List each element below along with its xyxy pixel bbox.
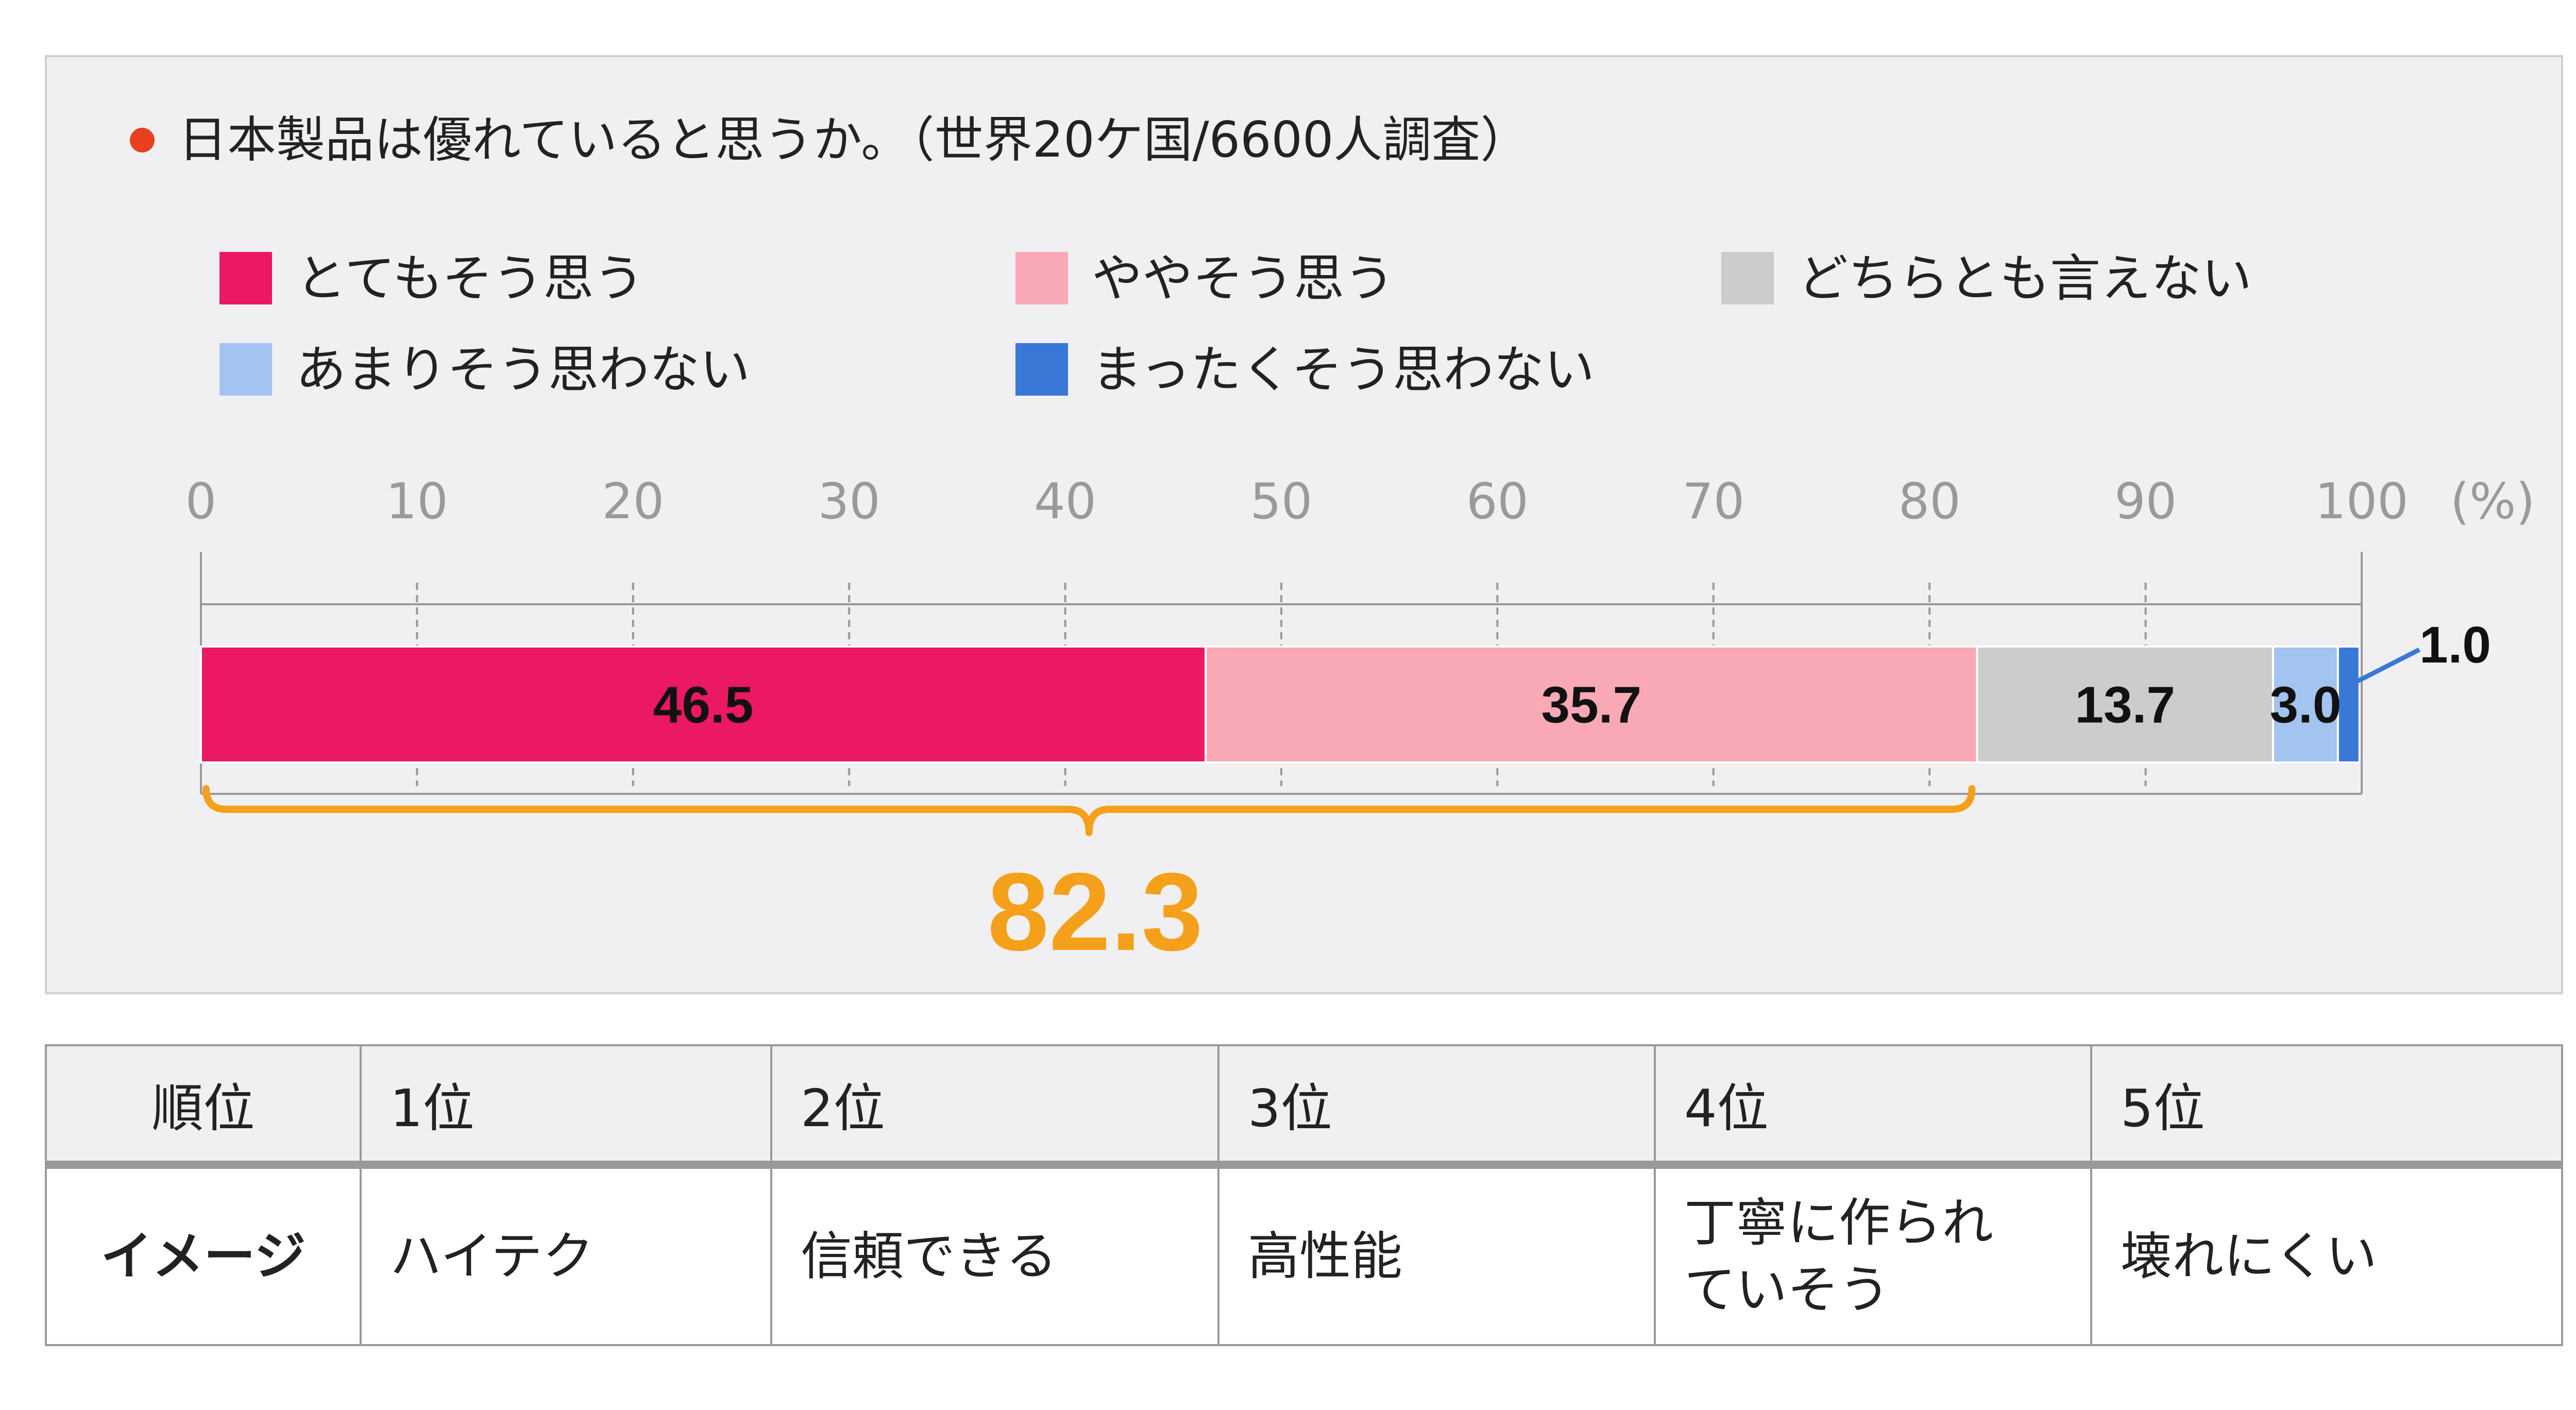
image-text: 高性能 <box>1248 1226 1402 1286</box>
x-tick-label: 100 <box>2315 473 2408 530</box>
bar-segment-2 <box>1205 645 1978 763</box>
bar-segment-5 <box>2336 645 2361 763</box>
data-label-1: 46.5 <box>653 676 754 734</box>
legend-label-5: まったくそう思わない <box>1092 341 1595 399</box>
image-cell: ハイテク <box>360 1164 772 1346</box>
rank-cell: 1位 <box>360 1044 772 1169</box>
legend-swatch-4 <box>219 343 272 396</box>
x-tick-label: 80 <box>1899 473 1961 530</box>
image-header-cell: イメージ <box>45 1164 362 1346</box>
image-text: 丁寧に作られ <box>1684 1193 1993 1253</box>
x-tick-label: 40 <box>1034 473 1096 530</box>
image-cell: 壊れにくい <box>2090 1164 2563 1346</box>
x-tick-label: 20 <box>602 473 664 530</box>
legend-label-3: どちらとも言えない <box>1798 249 2252 308</box>
title-bullet-icon <box>130 128 155 152</box>
x-tick-label: 90 <box>2114 473 2177 530</box>
chart-title: 日本製品は優れていると思うか。（世界20ケ国/6600人調査） <box>178 112 1529 168</box>
stacked-bar-chart: 日本製品は優れていると思うか。（世界20ケ国/6600人調査） とてもそう思う やや… <box>130 112 2535 974</box>
legend-label-1: とてもそう思う <box>296 249 644 308</box>
legend-label-4: あまりそう思わない <box>296 341 750 399</box>
data-label-5: 1.0 <box>2419 616 2491 674</box>
data-label-2: 35.7 <box>1541 676 1642 734</box>
image-text: 壊れにくい <box>2121 1226 2377 1286</box>
x-tick-label: 60 <box>1466 473 1529 530</box>
image-text: ハイテク <box>390 1226 594 1286</box>
image-text: ていそう <box>1684 1260 1890 1320</box>
data-label-3: 13.7 <box>2075 676 2175 734</box>
image-text: 信頼できる <box>801 1226 1057 1286</box>
legend-swatch-1 <box>219 252 272 304</box>
rank-cell: 5位 <box>2090 1044 2563 1169</box>
chart-panel: 日本製品は優れていると思うか。（世界20ケ国/6600人調査） とてもそう思う やや… <box>45 55 2563 994</box>
x-tick-label: 10 <box>386 473 448 530</box>
rank-cell: 3位 <box>1217 1044 1656 1169</box>
x-tick-label: 50 <box>1250 473 1313 530</box>
legend-swatch-5 <box>1015 343 1068 396</box>
rank-header-cell: 順位 <box>45 1044 362 1169</box>
total-label: 82.3 <box>988 850 1203 974</box>
legend-swatch-2 <box>1015 252 1068 304</box>
x-tick-label: 0 <box>185 473 216 530</box>
ranking-table: 順位 1位 2位 3位 4位 5位 イメージ ハイテク 信頼できる 高性能 丁寧… <box>45 1044 2563 1346</box>
data-label-4: 3.0 <box>2269 676 2341 734</box>
total-bracket <box>202 785 1976 836</box>
image-cell: 高性能 <box>1217 1164 1656 1346</box>
rank-cell: 2位 <box>770 1044 1219 1169</box>
image-cell: 丁寧に作られ ていそう <box>1654 1164 2092 1346</box>
image-cell: 信頼できる <box>770 1164 1219 1346</box>
data-label-leader <box>2347 647 2421 688</box>
legend-swatch-3 <box>1721 252 1774 304</box>
x-tick-label: 70 <box>1682 473 1744 530</box>
bar-segment-3 <box>1976 645 2275 763</box>
bar-segment-4 <box>2272 645 2339 763</box>
legend-label-2: ややそう思う <box>1092 249 1395 308</box>
x-unit-label: (%) <box>2450 473 2535 530</box>
table-image-row: イメージ ハイテク 信頼できる 高性能 丁寧に作られ ていそう 壊れにくい <box>45 1164 2563 1346</box>
bar-segment-1 <box>200 645 1207 763</box>
rank-cell: 4位 <box>1654 1044 2092 1169</box>
x-tick-label: 30 <box>818 473 880 530</box>
table-header-row: 順位 1位 2位 3位 4位 5位 <box>45 1044 2563 1169</box>
